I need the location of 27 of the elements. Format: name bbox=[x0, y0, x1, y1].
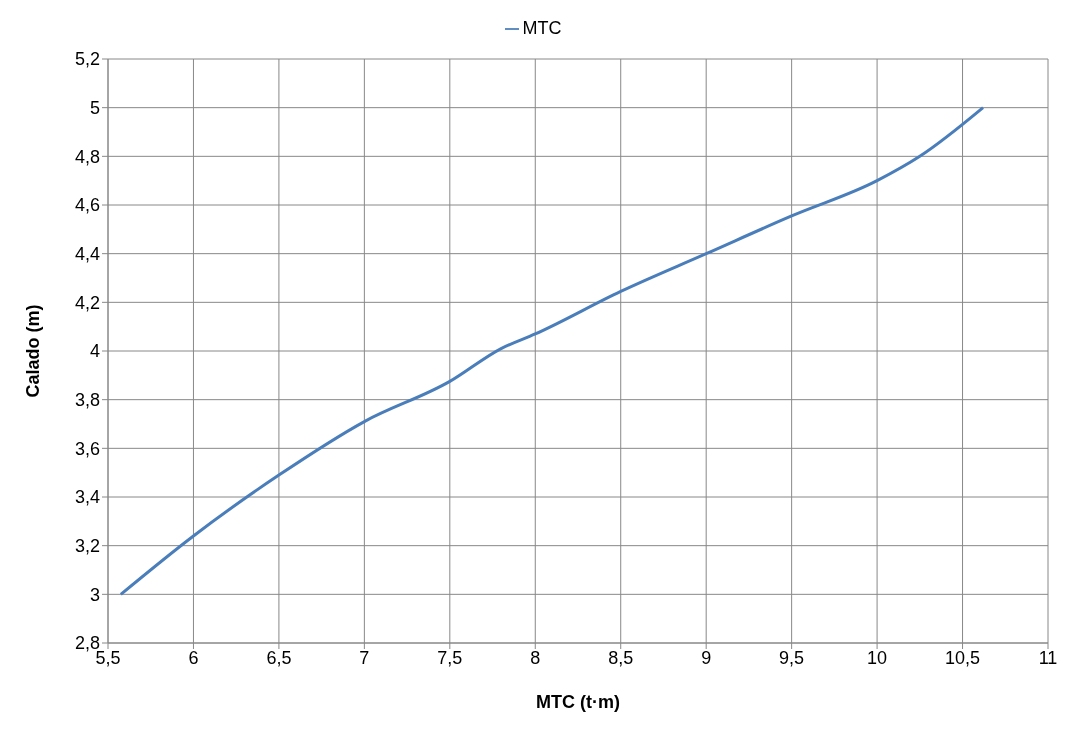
line-series bbox=[119, 106, 985, 596]
y-tick-label: 5,2 bbox=[74, 49, 100, 70]
y-tick-label: 3,6 bbox=[74, 438, 100, 459]
x-tick-label: 6,5 bbox=[266, 647, 292, 668]
x-axis-title: MTC (t·m) bbox=[536, 692, 620, 712]
x-tick-label: 8 bbox=[530, 647, 541, 668]
y-tick-label: 3,4 bbox=[74, 487, 100, 508]
x-tick-label: 9 bbox=[701, 647, 712, 668]
y-tick-label: 4 bbox=[89, 341, 100, 362]
y-tick-label: 4,8 bbox=[74, 146, 100, 167]
x-tick-label: 10 bbox=[867, 647, 888, 668]
y-tick-label: 4,4 bbox=[74, 244, 100, 265]
y-tick-label: 5 bbox=[89, 98, 100, 119]
x-tick-label: 10,5 bbox=[945, 647, 981, 668]
y-tick-label: 3,8 bbox=[74, 390, 100, 411]
y-tick-label: 4,2 bbox=[74, 292, 100, 313]
y-tick-label: 3,2 bbox=[74, 536, 100, 557]
x-tick-label: 7,5 bbox=[437, 647, 463, 668]
y-tick-label: 4,6 bbox=[74, 195, 100, 216]
x-tick-label: 6 bbox=[188, 647, 199, 668]
y-axis-title: Calado (m) bbox=[23, 304, 44, 398]
x-tick-label: 9,5 bbox=[779, 647, 805, 668]
x-tick-label: 11 bbox=[1038, 647, 1058, 668]
x-tick-label: 7 bbox=[359, 647, 370, 668]
legend-label: MTC bbox=[522, 18, 562, 38]
x-tick-label: 8,5 bbox=[608, 647, 634, 668]
y-tick-label: 3 bbox=[89, 584, 100, 605]
